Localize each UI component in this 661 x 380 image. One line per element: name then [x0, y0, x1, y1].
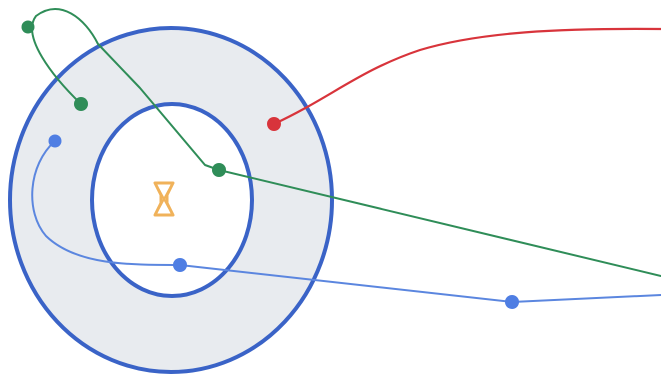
- green-path-group: [21, 8, 661, 277]
- green-point-center: [212, 163, 226, 177]
- red-path: [272, 27, 661, 126]
- green-point-ring: [74, 97, 88, 111]
- blue-point-right: [505, 295, 519, 309]
- blue-path: [31, 140, 661, 303]
- hourglass-icon: [153, 181, 175, 217]
- blue-path-group: [31, 134, 661, 309]
- green-path: [31, 8, 661, 277]
- hourglass-outline: [153, 181, 175, 217]
- outer-ring-outline: [8, 26, 334, 374]
- hourglass-cross: [158, 189, 170, 209]
- red-point: [267, 117, 281, 131]
- red-path-group: [267, 27, 661, 131]
- ring-fill: [10, 28, 332, 372]
- blue-point-left: [48, 134, 62, 148]
- green-point-top: [21, 20, 35, 34]
- blue-point-center: [173, 258, 187, 272]
- donut-ring: [8, 26, 334, 374]
- inner-ring-outline: [90, 102, 254, 298]
